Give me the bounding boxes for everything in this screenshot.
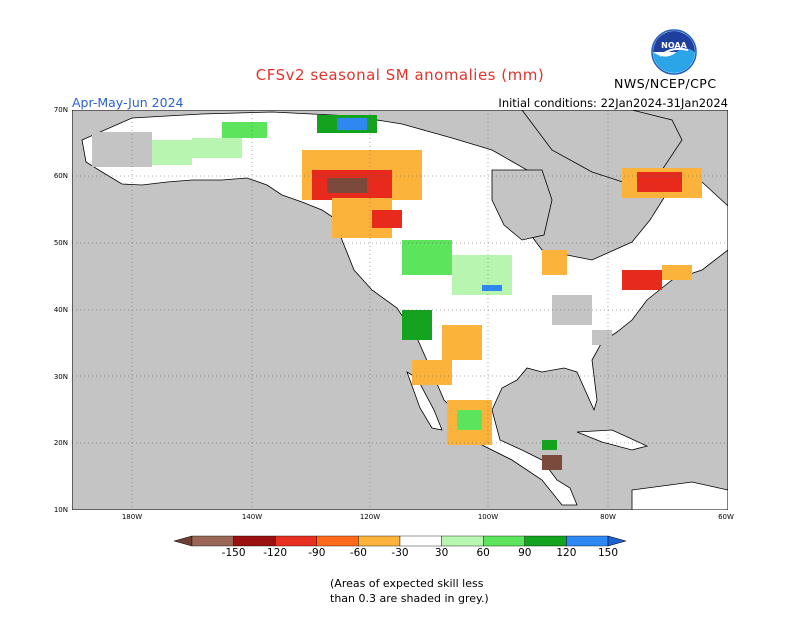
legend-tick-label: 150: [597, 547, 619, 559]
legend-bin: [399, 535, 442, 547]
lat-label: 20N: [53, 439, 68, 447]
legend-bin: [274, 535, 317, 547]
legend-bin: [358, 535, 401, 547]
legend-tick-label: -120: [263, 547, 288, 559]
lon-label: 60W: [718, 513, 734, 521]
lat-label: 10N: [53, 506, 68, 514]
color-legend: [173, 535, 627, 547]
legend-arrow-left: [173, 535, 193, 547]
noaa-logo: NOAA: [651, 29, 697, 75]
legend-bin: [316, 535, 359, 547]
legend-tick-label: 60: [476, 547, 490, 559]
legend-bin: [566, 535, 609, 547]
anomaly-patches: [92, 115, 702, 470]
lat-label: 30N: [53, 373, 68, 381]
skill-note-line: (Areas of expected skill less: [330, 577, 484, 590]
lat-label: 50N: [53, 239, 68, 247]
legend-bin: [441, 535, 484, 547]
soil-moisture-map: [72, 110, 728, 510]
skill-note: (Areas of expected skill less than 0.3 a…: [330, 576, 530, 606]
forecast-period: Apr-May-Jun 2024: [72, 95, 184, 110]
lon-label: 100W: [477, 513, 499, 521]
initial-conditions: Initial conditions: 22Jan2024-31Jan2024: [498, 96, 728, 110]
legend-tick-label: 120: [556, 547, 577, 559]
skill-note-line: than 0.3 are shaded in grey.): [330, 592, 489, 605]
legend-tick-label: 30: [434, 547, 449, 559]
lon-label: 140W: [241, 513, 263, 521]
land-mass: [81, 110, 728, 510]
legend-bin: [191, 535, 234, 547]
legend-tick-label: 90: [518, 547, 532, 559]
graticule: [72, 110, 728, 510]
legend-tick-label: -90: [308, 547, 326, 559]
lat-label: 40N: [53, 306, 68, 314]
legend-bin: [524, 535, 567, 547]
legend-tick-label: -60: [349, 547, 367, 559]
logo-text: NOAA: [661, 41, 687, 50]
map-title: CFSv2 seasonal SM anomalies (mm): [255, 66, 545, 84]
legend-bin: [233, 535, 276, 547]
lat-label: 70N: [53, 106, 68, 114]
legend-tick-label: -150: [221, 547, 246, 559]
lon-label: 80W: [600, 513, 616, 521]
agency-label: NWS/NCEP/CPC: [614, 76, 717, 91]
legend-tick-label: -30: [391, 547, 409, 559]
legend-arrow-right: [607, 535, 627, 547]
lat-label: 60N: [53, 172, 68, 180]
legend-bin: [483, 535, 526, 547]
lon-label: 120W: [359, 513, 381, 521]
lon-label: 180W: [121, 513, 143, 521]
